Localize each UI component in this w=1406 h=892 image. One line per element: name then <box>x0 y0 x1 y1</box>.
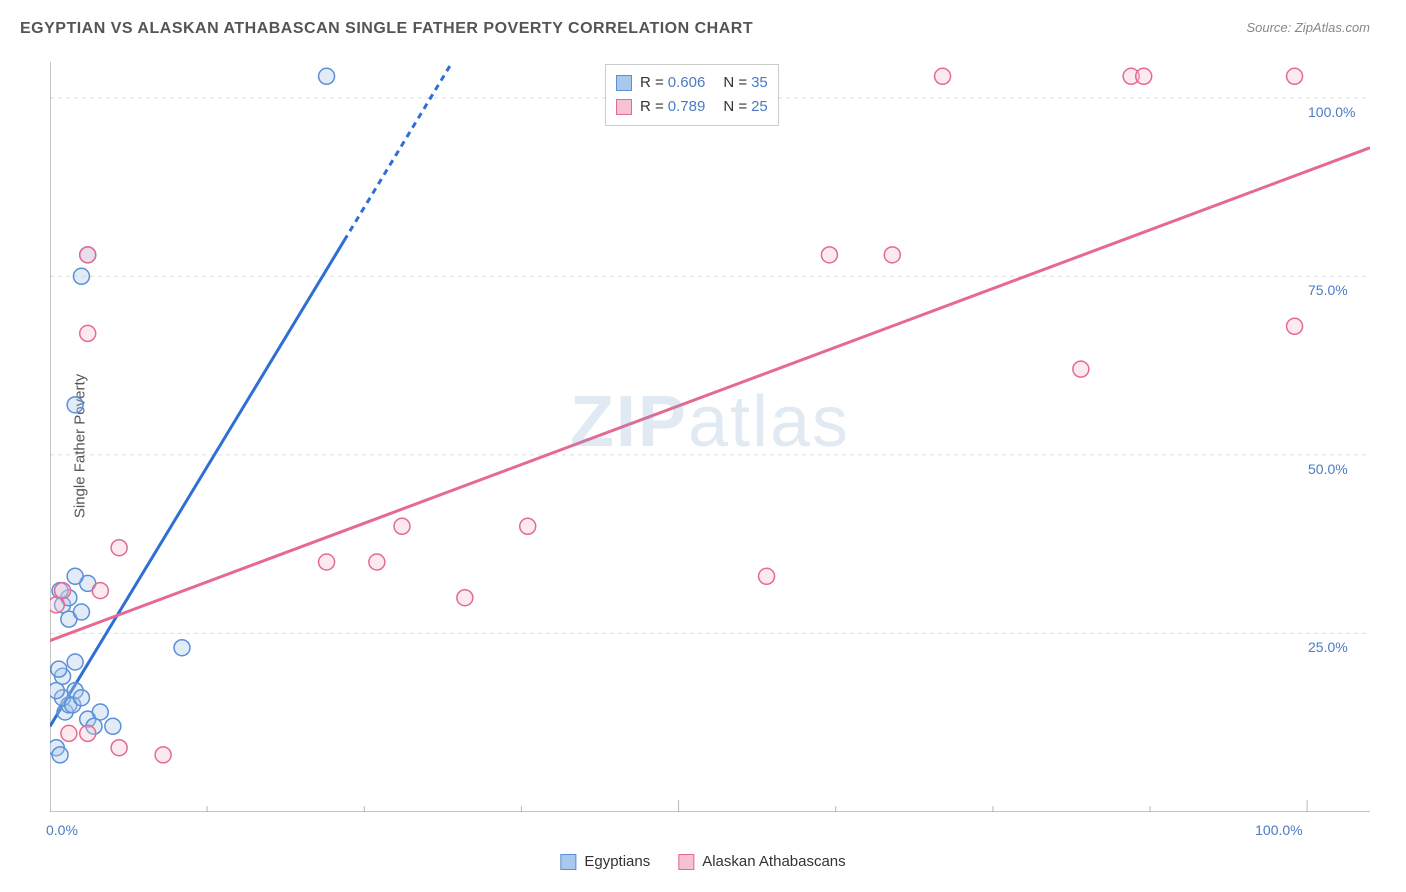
y-tick-label-25: 25.0% <box>1308 639 1348 655</box>
scatter-plot-svg <box>50 62 1370 812</box>
chart-plot-area: ZIPatlas R = 0.606 N = 35 R = 0.789 N = … <box>50 62 1370 812</box>
y-tick-label-100: 100.0% <box>1308 104 1355 120</box>
legend-swatch-egyptians <box>560 854 576 870</box>
series-legend: Egyptians Alaskan Athabascans <box>560 853 845 870</box>
legend-r-value-egyptians: 0.606 <box>668 71 706 95</box>
source-attribution: Source: ZipAtlas.com <box>1246 20 1370 35</box>
y-tick-label-75: 75.0% <box>1308 282 1348 298</box>
legend-swatch-athabascans <box>616 99 632 115</box>
legend-n-value-athabascans: 25 <box>751 95 768 119</box>
legend-label-egyptians: Egyptians <box>584 853 650 870</box>
legend-n-value-egyptians: 35 <box>751 71 768 95</box>
y-tick-label-50: 50.0% <box>1308 461 1348 477</box>
legend-r-value-athabascans: 0.789 <box>668 95 706 119</box>
legend-swatch-egyptians <box>616 75 632 91</box>
legend-item-athabascans: Alaskan Athabascans <box>678 853 845 870</box>
legend-item-egyptians: Egyptians <box>560 853 650 870</box>
legend-row-athabascans: R = 0.789 N = 25 <box>616 95 768 119</box>
legend-n-label: N = <box>723 71 747 95</box>
chart-title: EGYPTIAN VS ALASKAN ATHABASCAN SINGLE FA… <box>20 20 753 38</box>
x-tick-label-100: 100.0% <box>1255 822 1302 838</box>
legend-r-label: R = <box>640 95 664 119</box>
legend-row-egyptians: R = 0.606 N = 35 <box>616 71 768 95</box>
correlation-legend: R = 0.606 N = 35 R = 0.789 N = 25 <box>605 64 779 126</box>
legend-r-label: R = <box>640 71 664 95</box>
legend-label-athabascans: Alaskan Athabascans <box>702 853 845 870</box>
x-tick-label-0: 0.0% <box>46 822 78 838</box>
legend-n-label: N = <box>723 95 747 119</box>
legend-swatch-athabascans <box>678 854 694 870</box>
